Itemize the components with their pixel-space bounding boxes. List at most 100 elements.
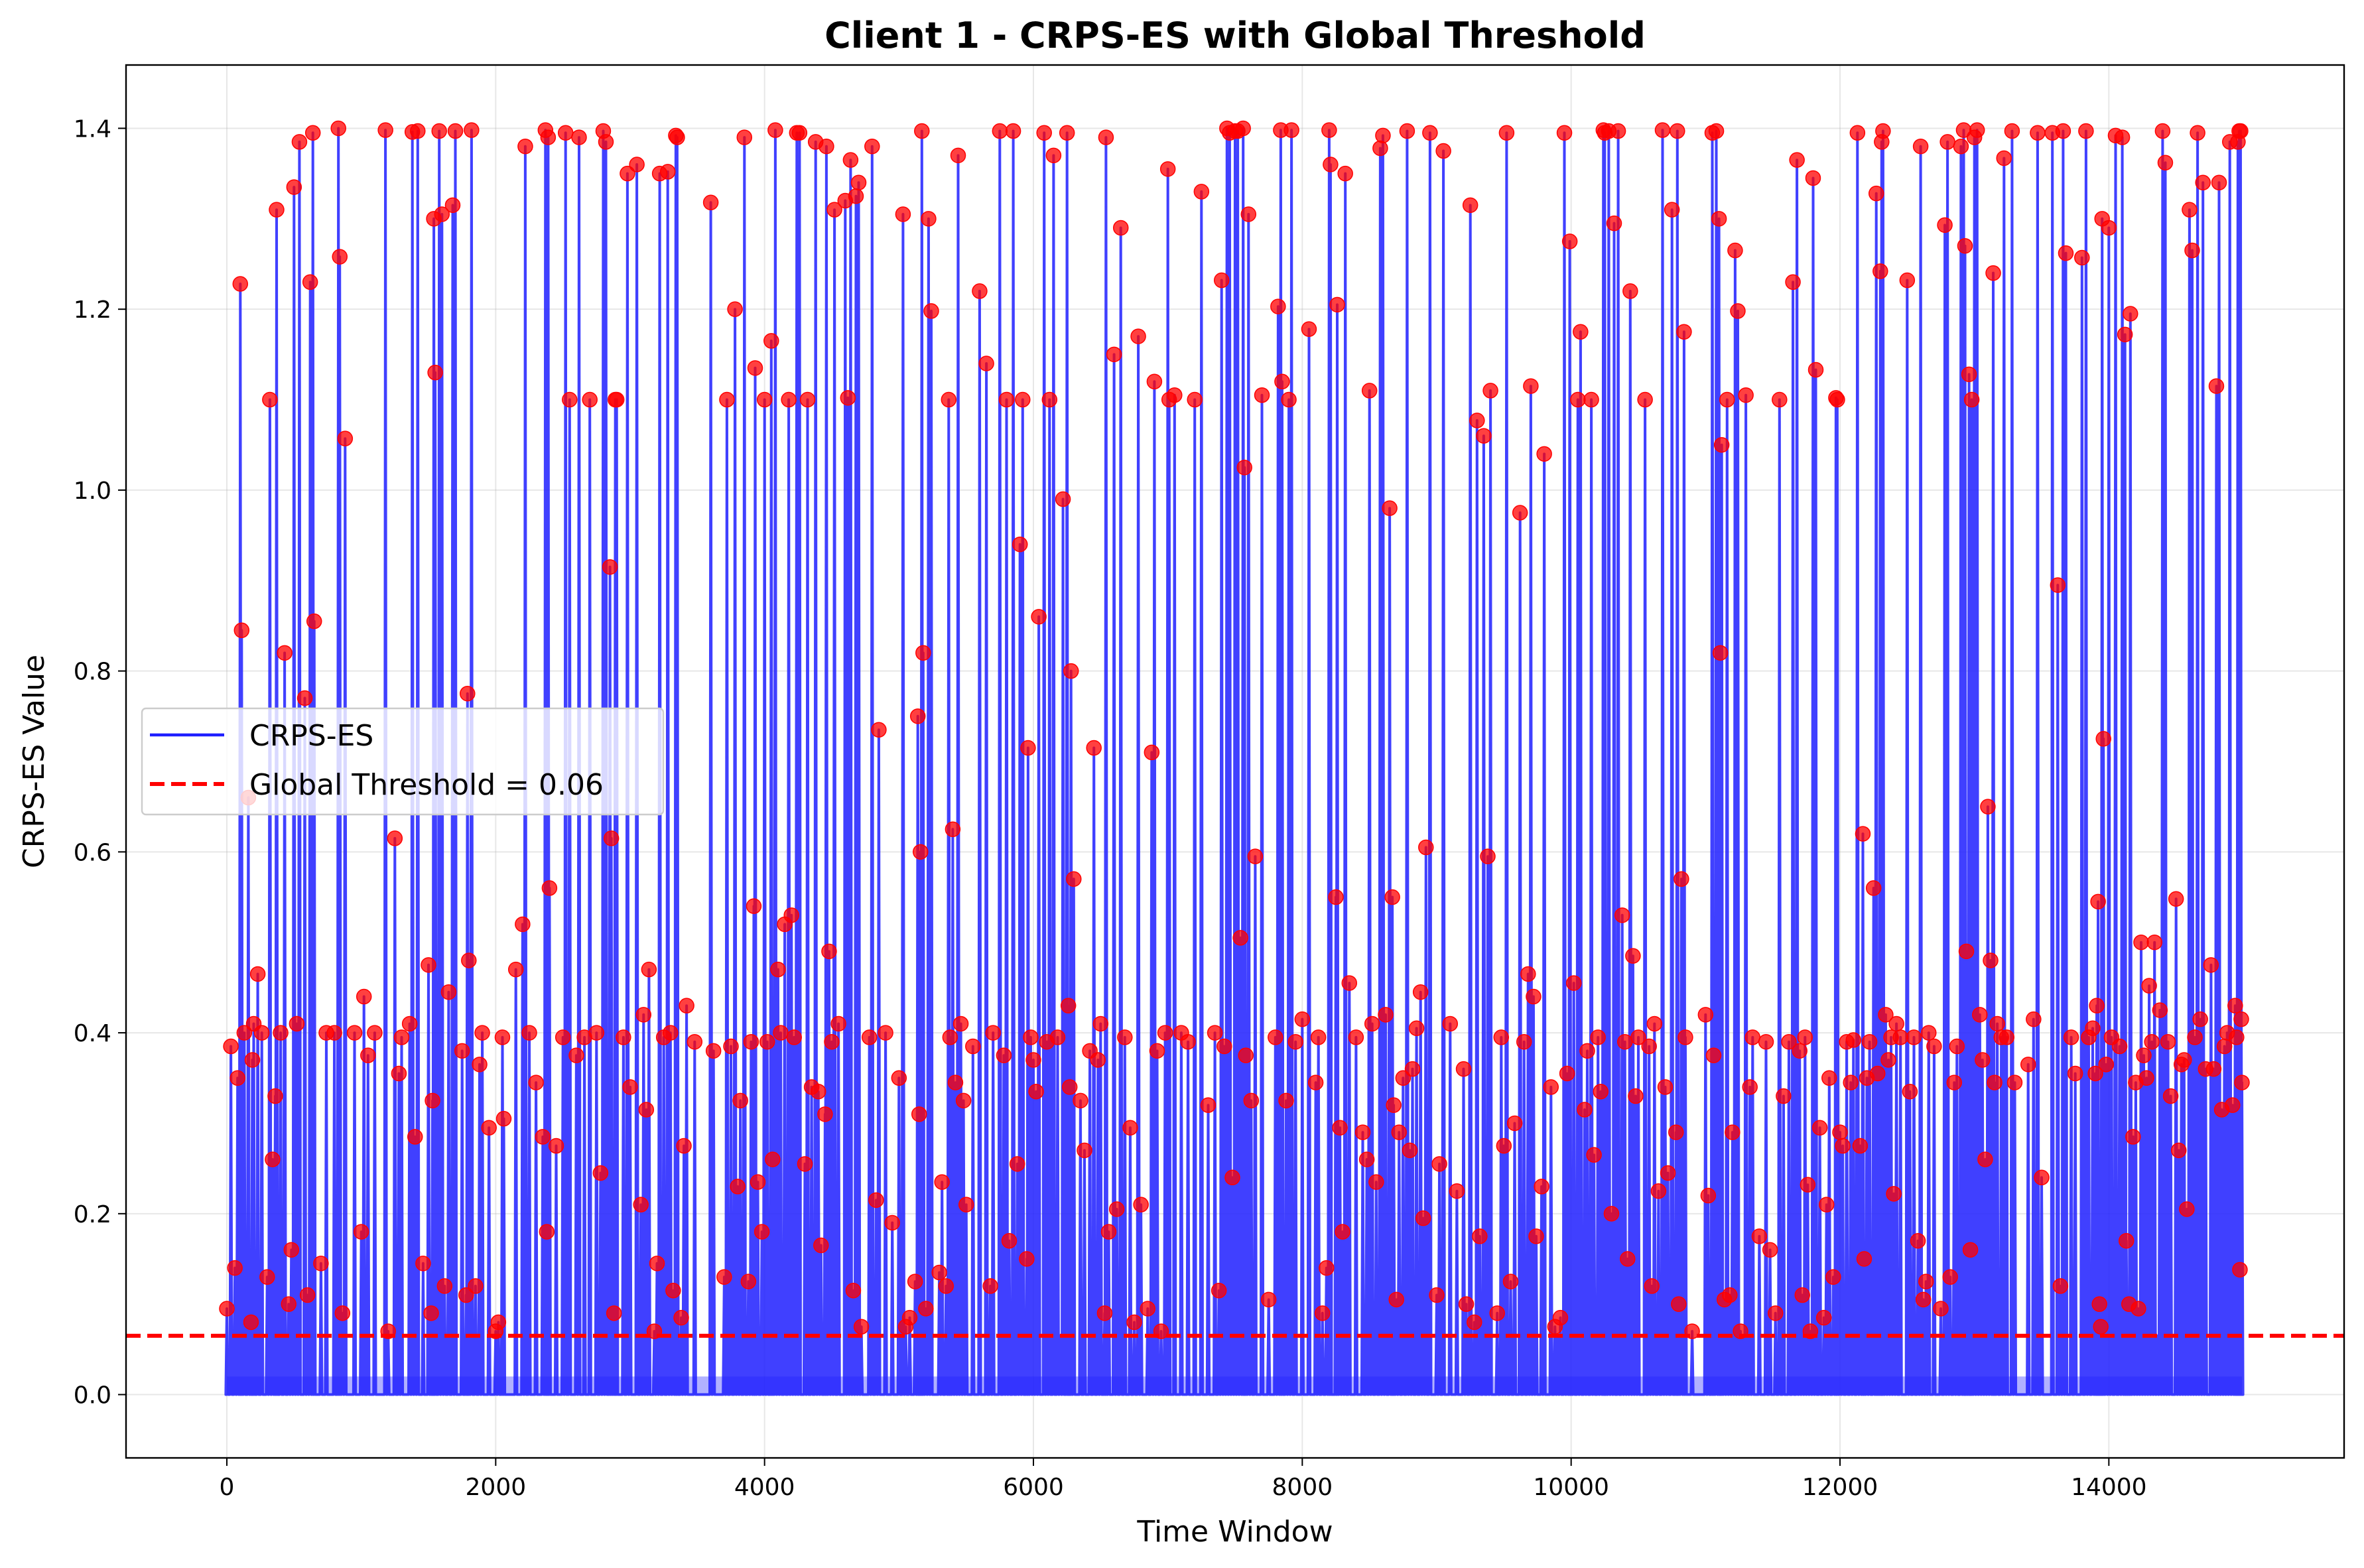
anomaly-point bbox=[356, 988, 372, 1005]
anomaly-point bbox=[1573, 324, 1589, 340]
anomaly-point bbox=[286, 179, 302, 195]
anomaly-point bbox=[1323, 157, 1339, 172]
anomaly-point bbox=[1915, 1291, 1932, 1308]
anomaly-point bbox=[427, 364, 443, 381]
anomaly-point bbox=[598, 134, 614, 150]
anomaly-point bbox=[1368, 1174, 1384, 1190]
anomaly-point bbox=[1713, 436, 1730, 453]
anomaly-point bbox=[1015, 391, 1031, 408]
anomaly-point bbox=[2111, 1038, 2128, 1055]
anomaly-point bbox=[921, 211, 937, 227]
anomaly-point bbox=[1832, 1124, 1848, 1140]
anomaly-point bbox=[878, 1025, 893, 1041]
anomaly-point bbox=[1628, 1088, 1644, 1104]
anomaly-point bbox=[1493, 1029, 1510, 1045]
anomaly-point bbox=[1744, 1029, 1761, 1045]
anomaly-point bbox=[1789, 152, 1805, 168]
anomaly-point bbox=[233, 622, 250, 639]
anomaly-point bbox=[296, 690, 313, 706]
anomaly-point bbox=[1989, 1015, 2005, 1032]
anomaly-point bbox=[1073, 1092, 1088, 1109]
anomaly-point bbox=[1458, 1296, 1475, 1312]
anomaly-point bbox=[1910, 1232, 1926, 1249]
anomaly-point bbox=[727, 301, 743, 317]
anomaly-point bbox=[985, 1025, 1001, 1041]
anomaly-point bbox=[2233, 123, 2249, 139]
anomaly-point bbox=[1117, 1029, 1133, 1045]
anomaly-point bbox=[972, 283, 988, 299]
legend-label-crps-es: CRPS-ES bbox=[249, 719, 373, 753]
anomaly-point bbox=[723, 1038, 739, 1055]
anomaly-point bbox=[1674, 871, 1689, 887]
anomaly-point bbox=[528, 1075, 544, 1090]
anomaly-point bbox=[1243, 1092, 1260, 1109]
anomaly-point bbox=[1719, 391, 1735, 408]
anomaly-point bbox=[840, 390, 856, 406]
anomaly-point bbox=[2074, 249, 2090, 266]
anomaly-point bbox=[481, 1120, 497, 1136]
anomaly-point bbox=[267, 1088, 283, 1104]
anomaly-point bbox=[582, 391, 598, 408]
anomaly-point bbox=[1818, 1197, 1835, 1212]
anomaly-point bbox=[460, 685, 476, 702]
anomaly-point bbox=[2078, 123, 2094, 139]
anomaly-point bbox=[1586, 1147, 1602, 1163]
anomaly-point bbox=[1835, 1138, 1851, 1154]
anomaly-point bbox=[1520, 966, 1536, 982]
anomaly-point bbox=[2055, 123, 2071, 139]
anomaly-point bbox=[1418, 839, 1434, 856]
anomaly-point bbox=[1408, 1020, 1425, 1037]
anomaly-point bbox=[1412, 984, 1429, 1000]
anomaly-point bbox=[901, 1309, 918, 1326]
anomaly-point bbox=[1733, 1323, 1748, 1339]
anomaly-point bbox=[1606, 215, 1622, 231]
anomaly-point bbox=[244, 1052, 261, 1068]
anomaly-point bbox=[2157, 155, 2174, 171]
anomaly-point bbox=[1969, 122, 1985, 138]
anomaly-point bbox=[1987, 1075, 2003, 1090]
anomaly-point bbox=[1725, 1124, 1740, 1140]
anomaly-point bbox=[797, 1156, 813, 1172]
anomaly-point bbox=[1395, 1070, 1412, 1086]
anomaly-point bbox=[743, 1033, 759, 1050]
anomaly-point bbox=[1977, 1151, 1993, 1167]
anomaly-point bbox=[1684, 1323, 1700, 1339]
anomaly-point bbox=[915, 645, 931, 661]
anomaly-point bbox=[259, 1269, 275, 1285]
anomaly-point bbox=[1378, 1007, 1394, 1023]
anomaly-point bbox=[1565, 975, 1582, 991]
anomaly-point bbox=[996, 1047, 1012, 1063]
anomaly-point bbox=[2211, 174, 2227, 191]
anomaly-point bbox=[1856, 1251, 1872, 1267]
anomaly-point bbox=[1963, 391, 1980, 408]
anomaly-point bbox=[592, 1165, 609, 1181]
anomaly-point bbox=[2184, 242, 2200, 259]
anomaly-point bbox=[1670, 123, 1685, 139]
anomaly-point bbox=[1742, 1079, 1758, 1095]
anomaly-point bbox=[918, 1301, 934, 1317]
anomaly-point bbox=[223, 1038, 239, 1055]
anomaly-point bbox=[826, 202, 842, 218]
anomaly-point bbox=[243, 1314, 259, 1331]
anomaly-point bbox=[2026, 1011, 2042, 1027]
anomaly-point bbox=[253, 1025, 270, 1041]
anomaly-point bbox=[669, 129, 685, 145]
anomaly-point bbox=[1865, 880, 1882, 896]
anomaly-point bbox=[1516, 1033, 1532, 1050]
anomaly-point bbox=[1722, 1287, 1738, 1303]
anomaly-point bbox=[791, 125, 808, 141]
anomaly-point bbox=[763, 333, 779, 349]
anomaly-point bbox=[421, 957, 436, 973]
anomaly-point bbox=[541, 880, 558, 896]
anomaly-point bbox=[2131, 1301, 2146, 1317]
anomaly-point bbox=[629, 157, 645, 172]
anomaly-point bbox=[2030, 125, 2046, 141]
anomaly-point bbox=[2162, 1088, 2179, 1104]
anomaly-point bbox=[377, 122, 393, 138]
anomaly-point bbox=[965, 1038, 981, 1055]
anomaly-point bbox=[950, 147, 966, 164]
anomaly-point bbox=[934, 1174, 950, 1190]
anomaly-point bbox=[306, 613, 322, 629]
legend: CRPS-ES Global Threshold = 0.06 bbox=[141, 707, 665, 816]
anomaly-point bbox=[2144, 1033, 2160, 1050]
